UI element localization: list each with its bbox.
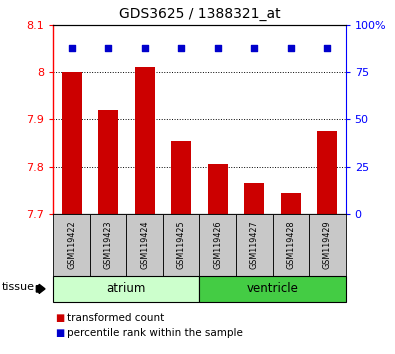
Text: GSM119422: GSM119422: [67, 221, 76, 269]
Title: GDS3625 / 1388321_at: GDS3625 / 1388321_at: [118, 7, 280, 21]
Point: [214, 45, 221, 50]
Text: GSM119427: GSM119427: [250, 221, 259, 269]
Text: GSM119426: GSM119426: [213, 221, 222, 269]
Bar: [62, 72, 82, 214]
Text: tissue: tissue: [2, 282, 35, 292]
Text: ventricle: ventricle: [246, 282, 299, 295]
Text: atrium: atrium: [107, 282, 146, 295]
Point: [251, 45, 258, 50]
Point: [324, 45, 331, 50]
Text: GSM119424: GSM119424: [140, 221, 149, 269]
Bar: [98, 110, 118, 214]
Bar: [317, 131, 337, 214]
Bar: [208, 165, 228, 214]
Point: [288, 45, 294, 50]
Text: GSM119425: GSM119425: [177, 221, 186, 269]
Text: ■: ■: [55, 313, 64, 322]
Point: [68, 45, 75, 50]
Bar: [135, 67, 155, 214]
Point: [178, 45, 184, 50]
Text: GSM119429: GSM119429: [323, 221, 332, 269]
Bar: [281, 193, 301, 214]
Text: GSM119428: GSM119428: [286, 221, 295, 269]
Point: [105, 45, 111, 50]
Text: transformed count: transformed count: [67, 313, 164, 322]
Bar: [171, 141, 191, 214]
Point: [141, 45, 148, 50]
Text: GSM119423: GSM119423: [103, 221, 113, 269]
Text: percentile rank within the sample: percentile rank within the sample: [67, 329, 243, 338]
Bar: [244, 183, 264, 214]
Text: ■: ■: [55, 329, 64, 338]
